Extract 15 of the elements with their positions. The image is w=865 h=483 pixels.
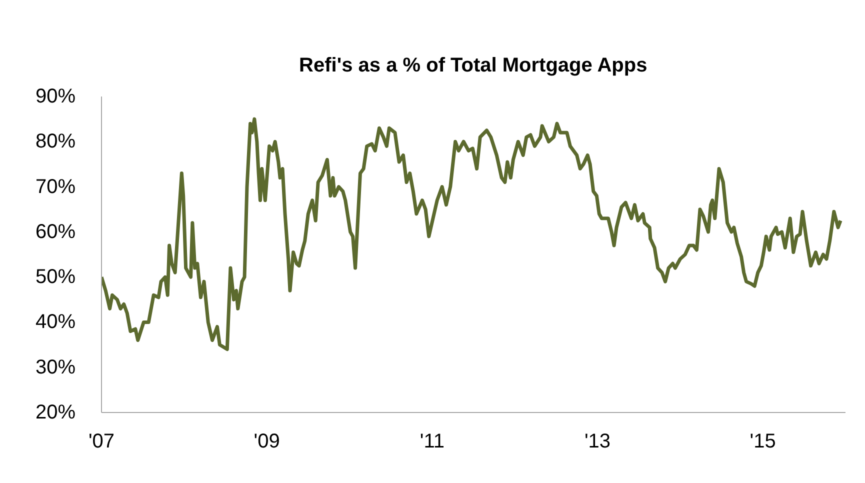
y-tick-label: 60% (35, 220, 76, 243)
line-series (102, 117, 842, 352)
x-tick-label: '07 (88, 430, 115, 452)
y-tick-label: 70% (35, 176, 76, 198)
y-tick-label: 20% (35, 402, 76, 424)
y-tick-label: 80% (35, 130, 76, 153)
x-tick-label: '09 (254, 430, 280, 452)
x-tick-label: '13 (584, 430, 611, 452)
chart-title: Refi's as a % of Total Mortgage Apps (299, 54, 648, 76)
x-tick-label: '15 (750, 430, 776, 452)
y-tick-label: 30% (35, 356, 76, 378)
y-tick-label: 90% (35, 86, 76, 108)
y-tick-label: 40% (35, 311, 76, 334)
x-tick-label: '11 (420, 430, 444, 452)
y-tick-label: 50% (35, 266, 76, 288)
